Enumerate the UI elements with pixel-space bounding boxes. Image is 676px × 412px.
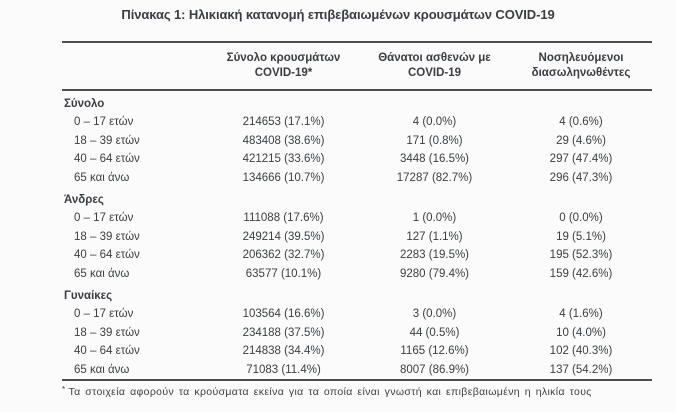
intubated-value: 195 (52.3%) (549, 249, 613, 261)
header-cases: Σύνολο κρουσμάτων COVID-19* (208, 51, 359, 81)
intubated-value: 137 (54.2%) (549, 363, 613, 376)
header-intubated-line2: διασωληνωθέντες (531, 67, 631, 79)
footnote-text: Τα στοιχεία αφορούν τα κρούσματα εκείνα … (68, 386, 592, 398)
age-group-label: 65 και άνω (74, 171, 130, 184)
footnote-asterisk: * (62, 385, 66, 394)
deaths-value: 3448 (16.5%) (399, 153, 470, 165)
age-group-label: 40 – 64 ετών (74, 153, 140, 165)
cases-value: 134666 (10.7%) (242, 171, 325, 184)
age-group-label: 65 και άνω (74, 363, 130, 376)
section-header: Άνδρες (64, 194, 104, 206)
intubated-value: 297 (47.4%) (549, 153, 613, 165)
age-group-label: 18 – 39 ετών (74, 326, 140, 339)
intubated-value: 296 (47.3%) (549, 171, 613, 184)
table-row: 40 – 64 ετών 214838 (34.4%) 1165 (12.6%)… (62, 342, 652, 361)
intubated-value: 0 (0.0%) (559, 212, 603, 224)
section-men: Άνδρες 0 – 17 ετών 111088 (17.6%) 1 (0.0… (62, 187, 652, 283)
deaths-value: 44 (0.5%) (409, 326, 460, 339)
table-row: 0 – 17 ετών 111088 (17.6%) 1 (0.0%) 0 (0… (62, 209, 652, 228)
header-cases-line2: COVID-19* (254, 67, 313, 79)
table-title: Πίνακας 1: Ηλικιακή κατανομή επιβεβαιωμέ… (121, 7, 555, 22)
table-row: 65 και άνω 71083 (11.4%) 8007 (86.9%) 13… (62, 361, 652, 380)
intubated-value: 19 (5.1%) (556, 230, 606, 243)
header-deaths-line2: COVID-19 (407, 67, 462, 79)
table-row: 18 – 39 ετών 483408 (38.6%) 171 (0.8%) 2… (62, 132, 652, 151)
table-row: 18 – 39 ετών 249214 (39.5%) 127 (1.1%) 1… (62, 228, 652, 247)
cases-value: 71083 (11.4%) (246, 363, 321, 376)
cases-value: 206362 (32.7%) (242, 249, 325, 261)
cases-value: 111088 (17.6%) (243, 212, 324, 224)
cases-value: 214653 (17.1%) (242, 116, 325, 128)
deaths-value: 17287 (82.7%) (396, 171, 473, 184)
deaths-value: 2283 (19.5%) (399, 249, 470, 261)
table-row: 0 – 17 ετών 103564 (16.6%) 3 (0.0%) 4 (1… (62, 305, 652, 324)
intubated-value: 10 (4.0%) (556, 326, 606, 339)
table-row: 65 και άνω 134666 (10.7%) 17287 (82.7%) … (62, 169, 652, 188)
deaths-value: 8007 (86.9%) (399, 363, 470, 376)
section-header: Σύνολο (64, 98, 105, 110)
table-row: 40 – 64 ετών 206362 (32.7%) 2283 (19.5%)… (62, 246, 652, 265)
deaths-value: 1165 (12.6%) (400, 345, 469, 357)
intubated-value: 4 (1.6%) (559, 308, 603, 320)
table-row: 0 – 17 ετών 214653 (17.1%) 4 (0.0%) 4 (0… (62, 113, 652, 132)
covid-age-table: Σύνολο κρουσμάτων COVID-19* Θάνατοι ασθε… (62, 41, 652, 381)
age-group-label: 0 – 17 ετών (74, 308, 134, 320)
intubated-value: 29 (4.6%) (556, 134, 606, 147)
cases-value: 483408 (38.6%) (242, 134, 325, 147)
cases-value: 421215 (33.6%) (242, 153, 325, 165)
section-total: Σύνολο 0 – 17 ετών 214653 (17.1%) 4 (0.0… (62, 91, 652, 187)
table-row: 18 – 39 ετών 234188 (37.5%) 44 (0.5%) 10… (62, 324, 652, 343)
header-intubated-line1: Νοσηλευόμενοι (538, 52, 624, 64)
age-group-label: 18 – 39 ετών (74, 134, 140, 147)
age-group-label: 0 – 17 ετών (74, 212, 134, 224)
deaths-value: 1 (0.0%) (412, 212, 457, 224)
deaths-value: 9280 (79.4%) (399, 267, 470, 280)
cases-value: 249214 (39.5%) (242, 230, 325, 243)
intubated-value: 4 (0.6%) (559, 116, 603, 128)
header-deaths-line1: Θάνατοι ασθενών με (378, 52, 491, 64)
table-row: 65 και άνω 63577 (10.1%) 9280 (79.4%) 15… (62, 265, 652, 284)
cases-value: 103564 (16.6%) (242, 308, 325, 320)
cases-value: 234188 (37.5%) (242, 326, 325, 339)
table-footnote: * Τα στοιχεία αφορούν τα κρούσματα εκείνα… (62, 385, 654, 398)
table-header-row: Σύνολο κρουσμάτων COVID-19* Θάνατοι ασθε… (62, 43, 652, 91)
cases-value: 63577 (10.1%) (245, 267, 322, 280)
age-group-label: 18 – 39 ετών (74, 230, 140, 243)
age-group-label: 40 – 64 ετών (74, 249, 140, 261)
deaths-value: 127 (1.1%) (406, 230, 463, 243)
intubated-value: 159 (42.6%) (549, 267, 613, 280)
section-women: Γυναίκες 0 – 17 ετών 103564 (16.6%) 3 (0… (62, 283, 652, 379)
table-row: 40 – 64 ετών 421215 (33.6%) 3448 (16.5%)… (62, 150, 652, 169)
deaths-value: 4 (0.0%) (412, 116, 457, 128)
cases-value: 214838 (34.4%) (242, 345, 325, 357)
deaths-value: 171 (0.8%) (406, 134, 463, 147)
header-cases-line1: Σύνολο κρουσμάτων (226, 52, 341, 64)
age-group-label: 40 – 64 ετών (74, 345, 140, 357)
section-header: Γυναίκες (64, 290, 113, 302)
header-deaths: Θάνατοι ασθενών με COVID-19 (359, 51, 510, 81)
header-intubated: Νοσηλευόμενοι διασωληνωθέντες (510, 51, 652, 81)
age-group-label: 65 και άνω (74, 267, 130, 280)
age-group-label: 0 – 17 ετών (74, 116, 134, 128)
intubated-value: 102 (40.3%) (549, 345, 613, 357)
deaths-value: 3 (0.0%) (412, 308, 457, 320)
